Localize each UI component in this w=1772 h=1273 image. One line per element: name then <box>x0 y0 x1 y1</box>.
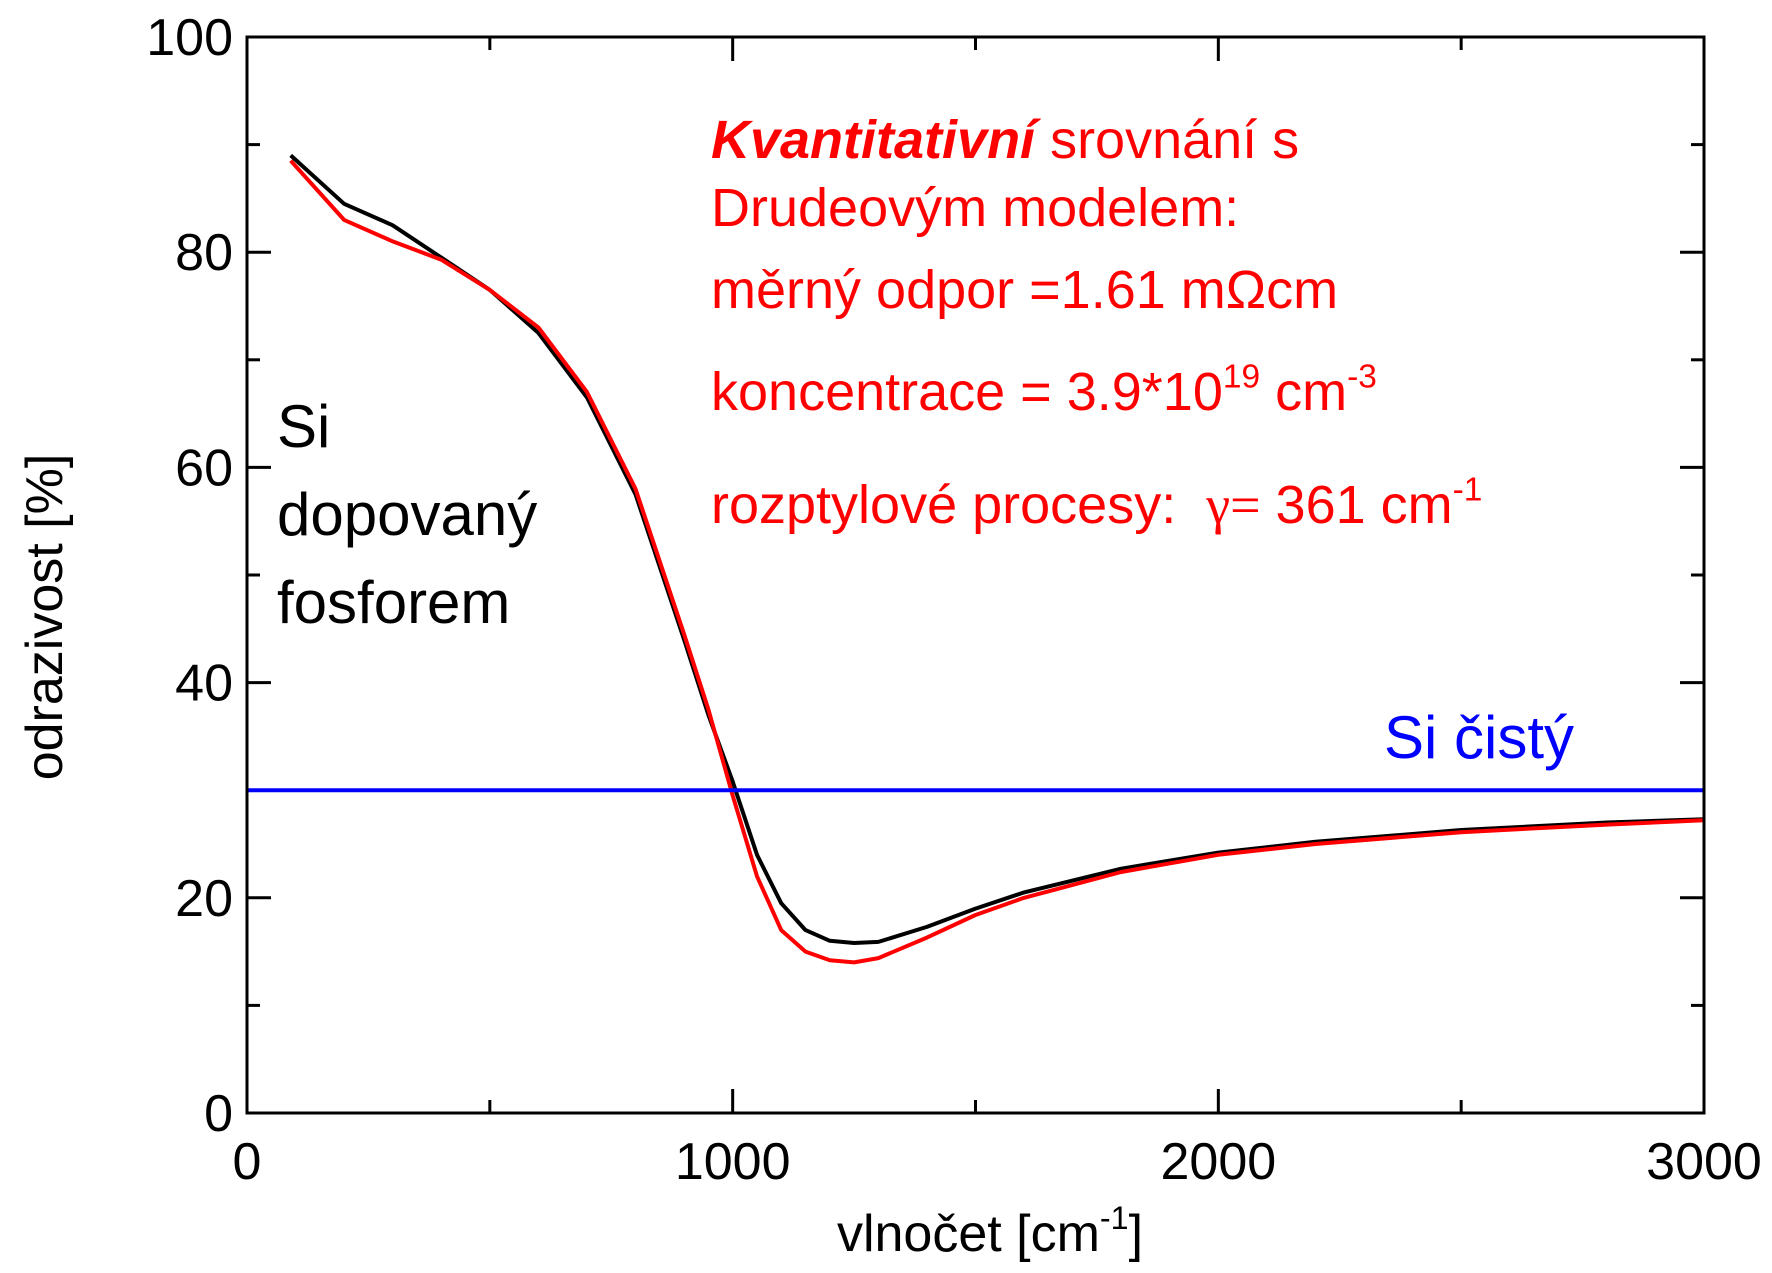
annotation-line: fosforem <box>277 569 510 636</box>
text-part: -3 <box>1347 358 1377 395</box>
annotation-line: měrný odpor =1.61 mΩcm <box>711 260 1338 320</box>
x-tick-label: 2000 <box>1160 1133 1276 1191</box>
y-axis-label: odrazivost [%] <box>16 454 74 781</box>
annotation-line: koncentrace = 3.9*1019 cm-3 <box>711 358 1377 422</box>
series-label: Si čistý <box>1384 704 1574 771</box>
text-part: 361 cm <box>1261 475 1453 535</box>
annotation-line: Si <box>277 393 330 460</box>
x-tick-label: 1000 <box>675 1133 791 1191</box>
text-part: vlnočet [cm <box>837 1205 1100 1263</box>
text-part: rozptylové procesy: <box>711 475 1206 535</box>
text-part: ] <box>1129 1205 1143 1263</box>
annotation-line: Drudeovým modelem: <box>711 178 1239 238</box>
text-part: γ= <box>1205 475 1260 535</box>
text-part: dopovaný <box>277 481 537 548</box>
x-tick-label: 0 <box>233 1133 262 1191</box>
y-tick-label: 60 <box>175 439 233 497</box>
text-part: koncentrace = 3.9*10 <box>711 362 1223 422</box>
annotation-line: Kvantitativní srovnání s <box>711 110 1299 170</box>
text-part: Drudeovým modelem: <box>711 178 1239 238</box>
y-tick-label: 40 <box>175 655 233 713</box>
y-tick-label: 0 <box>204 1085 233 1143</box>
x-tick-label: 3000 <box>1646 1133 1762 1191</box>
y-tick-label: 20 <box>175 870 233 928</box>
data-line <box>289 159 1705 965</box>
x-axis-label: vlnočet [cm-1] <box>837 1200 1143 1263</box>
annotation-line: dopovaný <box>277 481 537 548</box>
y-tick-label: 100 <box>146 9 233 67</box>
text-part: 19 <box>1223 358 1260 395</box>
text-part: fosforem <box>277 569 510 636</box>
text-part: měrný odpor =1.61 mΩcm <box>711 260 1338 320</box>
text-part: Kvantitativní <box>711 110 1041 170</box>
text-part: -1 <box>1100 1200 1129 1236</box>
annotation-line: rozptylové procesy: γ= 361 cm-1 <box>711 471 1482 535</box>
text-part: Si <box>277 393 330 460</box>
plot-frame <box>245 35 1706 1115</box>
text-part: -1 <box>1453 471 1483 508</box>
text-part: cm <box>1260 362 1347 422</box>
y-tick-label: 80 <box>175 224 233 282</box>
text-part: srovnání s <box>1035 110 1299 170</box>
